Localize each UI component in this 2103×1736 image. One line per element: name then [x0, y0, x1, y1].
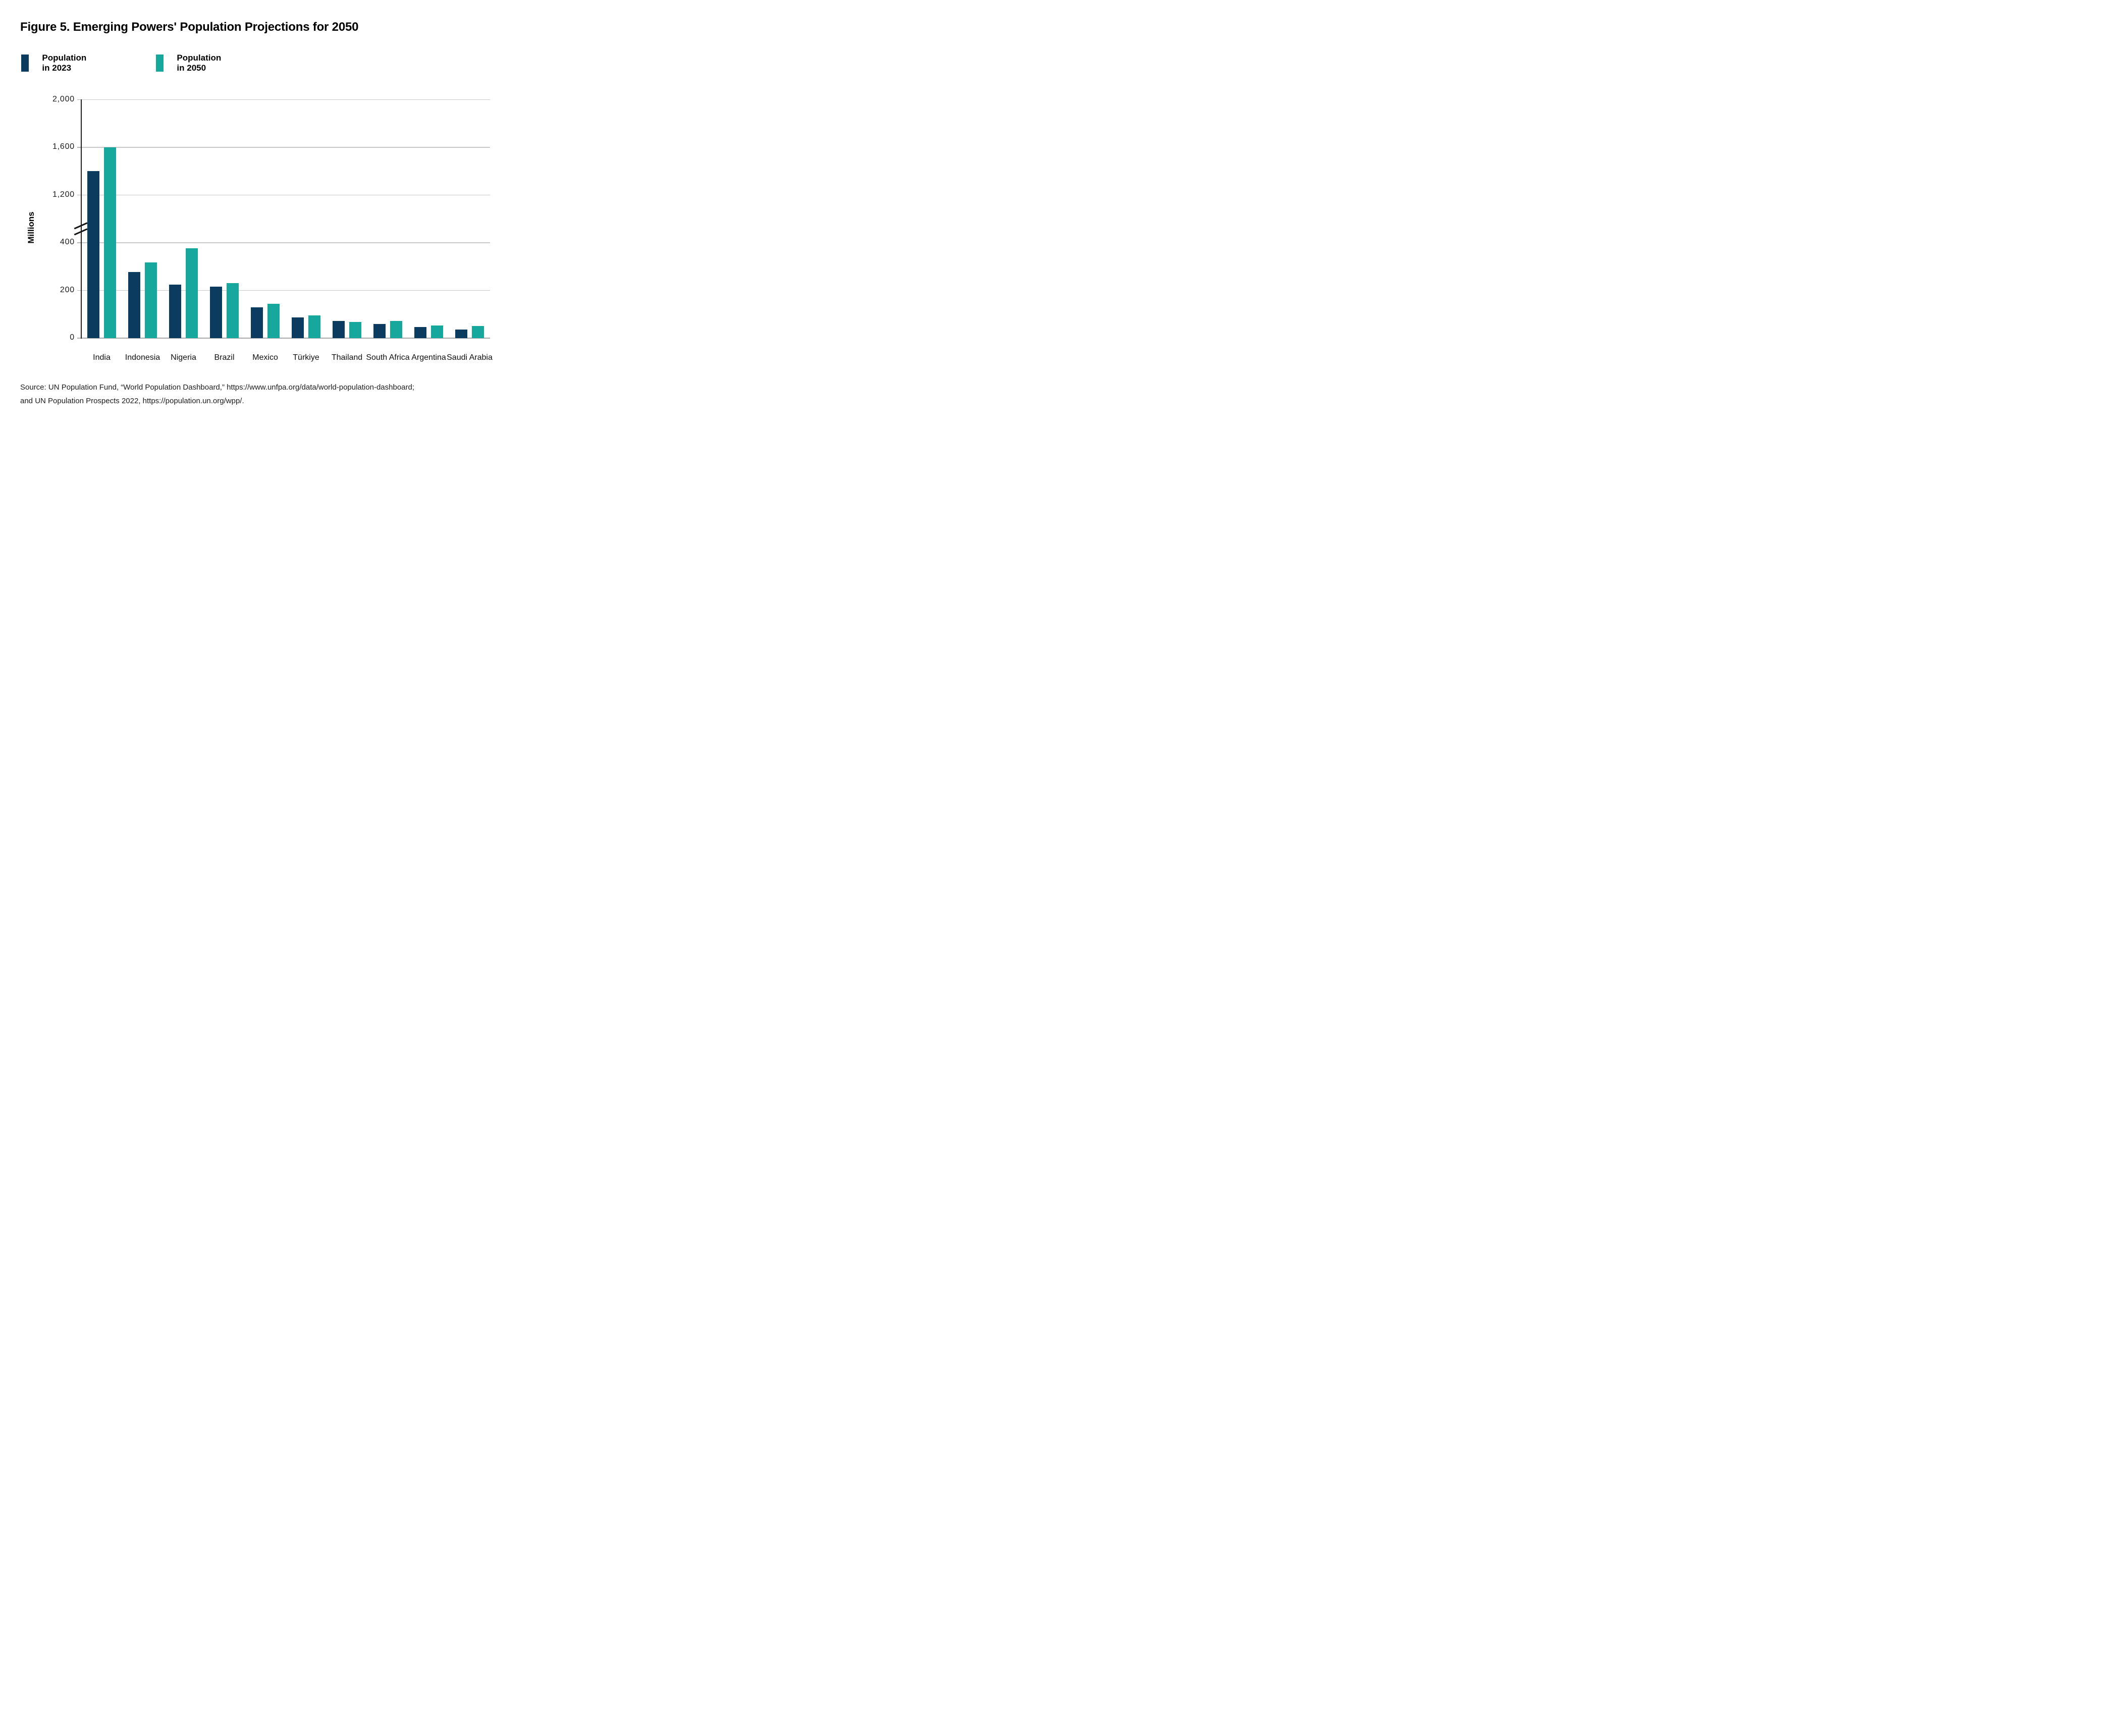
bar-türkiye-2023 [291, 317, 304, 338]
legend-item-2050: Population in 2050 [156, 53, 226, 73]
category-label-thailand: Thailand [331, 353, 363, 362]
source-note: Source: UN Population Fund, “World Popul… [20, 381, 505, 408]
legend-swatch-2050-icon [156, 55, 164, 72]
category-label-south-africa: South Africa [366, 353, 410, 362]
bar-brazil-2050 [227, 283, 239, 338]
bar-thailand-2023 [332, 320, 345, 338]
y-tick-label: 400 [60, 238, 75, 246]
gridline-2000 [81, 99, 490, 100]
gridline-400 [81, 242, 490, 243]
y-tick-mark [77, 242, 81, 243]
bar-south-africa-2050 [390, 320, 402, 338]
bar-indonesia-2050 [145, 262, 157, 338]
category-label-argentina: Argentina [411, 353, 446, 362]
y-axis-title: Millions [26, 211, 36, 244]
bar-india-2023 [87, 171, 99, 338]
legend-label-2050: Population in 2050 [177, 53, 222, 73]
category-label-india: India [93, 353, 111, 362]
legend-swatch-2023-icon [21, 55, 29, 72]
y-tick-label: 1,200 [52, 190, 75, 199]
bar-mexico-2050 [267, 303, 280, 338]
bar-india-2050 [104, 147, 116, 338]
bar-nigeria-2050 [186, 248, 198, 338]
bar-türkiye-2050 [308, 315, 320, 338]
y-tick-label: 2,000 [52, 94, 75, 103]
legend-item-2023: Population in 2023 [21, 53, 91, 73]
y-tick-label: 200 [60, 285, 75, 294]
bar-south-africa-2023 [373, 323, 386, 338]
x-axis-baseline [81, 338, 490, 339]
bar-argentina-2023 [414, 327, 426, 338]
bar-indonesia-2023 [128, 272, 140, 338]
category-label-mexico: Mexico [252, 353, 278, 362]
y-axis-line [81, 99, 82, 339]
bar-saudi-arabia-2023 [455, 329, 467, 338]
bar-nigeria-2023 [169, 285, 181, 338]
gridline-200 [81, 290, 490, 291]
y-tick-mark [77, 99, 81, 100]
source-line-2: and UN Population Prospects 2022, https:… [20, 397, 244, 405]
category-label-brazil: Brazil [214, 353, 235, 362]
category-label-saudi-arabia: Saudi Arabia [447, 353, 493, 362]
bar-brazil-2023 [209, 286, 222, 338]
category-label-nigeria: Nigeria [171, 353, 196, 362]
y-tick-label: 1,600 [52, 142, 75, 151]
source-line-1: Source: UN Population Fund, “World Popul… [20, 383, 415, 392]
category-label-indonesia: Indonesia [125, 353, 160, 362]
bar-mexico-2023 [250, 307, 263, 338]
y-tick-mark [77, 290, 81, 291]
bar-thailand-2050 [349, 321, 361, 338]
bar-saudi-arabia-2050 [472, 326, 484, 338]
legend-label-2023: Population in 2023 [42, 53, 87, 73]
y-tick-label: 0 [70, 333, 75, 342]
bar-argentina-2050 [431, 326, 443, 338]
category-label-türkiye: Türkiye [293, 353, 319, 362]
figure-5-population-chart: Figure 5. Emerging Powers' Population Pr… [0, 0, 526, 434]
figure-title: Figure 5. Emerging Powers' Population Pr… [20, 20, 359, 34]
